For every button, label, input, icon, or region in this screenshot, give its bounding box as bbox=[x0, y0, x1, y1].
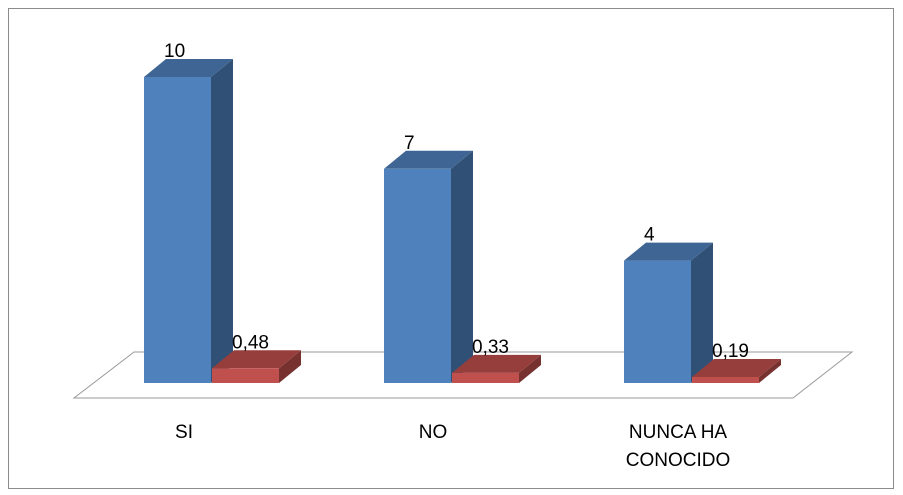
bar-s1-2 bbox=[384, 150, 473, 383]
bars bbox=[144, 59, 781, 383]
bar-s1-3 bbox=[624, 242, 713, 383]
bar-s2-3 bbox=[692, 359, 781, 383]
bar-s2-2 bbox=[452, 354, 541, 383]
data-label-s2-1: 0,48 bbox=[232, 332, 269, 353]
category-label-1: SI bbox=[175, 422, 193, 443]
chart-floor bbox=[72, 351, 854, 399]
data-label-s1-3: 4 bbox=[644, 225, 655, 246]
category-label-3-line-1: NUNCA HA bbox=[629, 422, 728, 443]
category-label-3-line-2: CONOCIDO bbox=[626, 450, 731, 471]
category-label-2: NO bbox=[419, 422, 448, 443]
bar-s2-1 bbox=[212, 350, 301, 383]
data-label-s2-3: 0,19 bbox=[712, 341, 749, 362]
data-label-s2-2: 0,33 bbox=[472, 337, 509, 358]
data-labels: 10 7 4 0,48 0,33 0,19 bbox=[164, 41, 749, 362]
data-label-s1-1: 10 bbox=[164, 41, 185, 62]
bar-s1-1 bbox=[144, 59, 233, 383]
data-label-s1-2: 7 bbox=[404, 133, 415, 154]
category-labels: SI NO NUNCA HA CONOCIDO bbox=[175, 422, 730, 471]
